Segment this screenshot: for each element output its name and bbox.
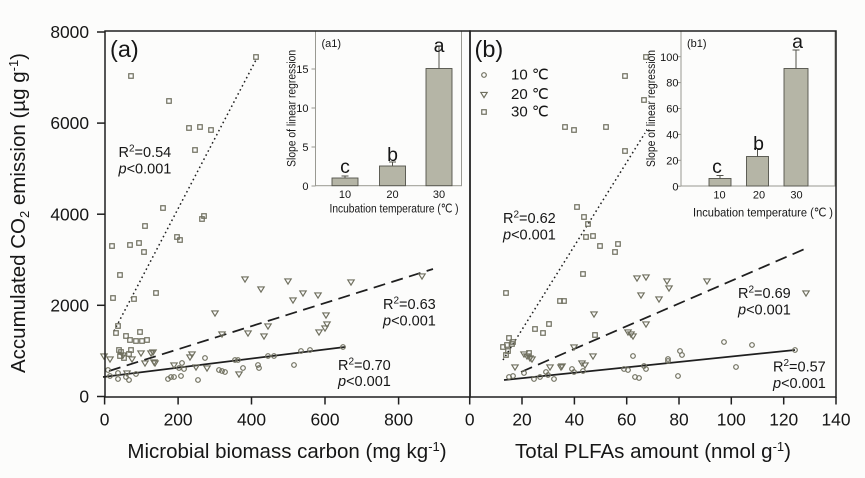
svg-text:p<0.001: p<0.001	[737, 303, 791, 319]
svg-text:15: 15	[296, 64, 308, 76]
svg-text:60: 60	[617, 410, 636, 430]
svg-text:20: 20	[386, 189, 398, 201]
svg-text:(a): (a)	[110, 36, 139, 62]
svg-text:100: 100	[660, 52, 678, 64]
svg-text:Incubation temperature (℃ ): Incubation temperature (℃ )	[693, 206, 833, 220]
svg-text:c: c	[712, 156, 722, 178]
svg-text:b: b	[753, 133, 764, 155]
svg-text:10: 10	[296, 103, 308, 115]
svg-text:p<0.001: p<0.001	[772, 376, 826, 392]
svg-text:b: b	[387, 144, 398, 166]
svg-text:Slope of linear regression: Slope of linear regression	[285, 50, 299, 167]
svg-text:140: 140	[821, 410, 850, 430]
svg-text:0: 0	[672, 181, 678, 193]
svg-text:(b1): (b1)	[687, 38, 707, 50]
svg-text:R2=0.57: R2=0.57	[773, 358, 826, 376]
svg-text:5: 5	[302, 142, 308, 154]
svg-text:200: 200	[164, 410, 193, 430]
svg-text:80: 80	[666, 78, 678, 90]
svg-text:10: 10	[713, 190, 725, 202]
svg-text:p<0.001: p<0.001	[382, 314, 436, 330]
svg-text:30: 30	[433, 189, 445, 201]
svg-text:0: 0	[100, 410, 110, 430]
svg-text:20: 20	[666, 155, 678, 167]
svg-text:a: a	[792, 31, 803, 53]
svg-text:(b): (b)	[475, 36, 504, 62]
svg-text:R2=0.54: R2=0.54	[119, 144, 172, 162]
svg-text:Slope of linear regression: Slope of linear regression	[644, 50, 658, 167]
svg-text:p<0.001: p<0.001	[337, 374, 391, 390]
svg-text:120: 120	[769, 410, 798, 430]
svg-text:a: a	[434, 35, 445, 57]
svg-text:0: 0	[79, 387, 89, 407]
svg-text:R2=0.69: R2=0.69	[738, 285, 791, 303]
svg-text:10: 10	[339, 189, 351, 201]
svg-text:Total PLFAs amount (nmol g-1): Total PLFAs amount (nmol g-1)	[515, 439, 791, 463]
svg-text:6000: 6000	[50, 113, 89, 133]
svg-text:4000: 4000	[50, 204, 89, 224]
svg-text:20: 20	[753, 190, 765, 202]
svg-text:20: 20	[512, 410, 531, 430]
svg-text:2000: 2000	[50, 295, 89, 315]
svg-text:400: 400	[237, 410, 266, 430]
svg-text:c: c	[340, 156, 350, 178]
svg-text:800: 800	[384, 410, 413, 430]
svg-text:0: 0	[465, 410, 475, 430]
svg-text:0: 0	[302, 181, 308, 193]
svg-text:8000: 8000	[50, 22, 89, 42]
svg-text:R2=0.63: R2=0.63	[383, 296, 436, 314]
svg-text:Incubation temperature (℃ ): Incubation temperature (℃ )	[330, 202, 459, 216]
svg-text:10 ℃: 10 ℃	[511, 67, 549, 84]
svg-text:Microbial biomass carbon (mg k: Microbial biomass carbon (mg kg-1)	[127, 439, 446, 463]
svg-text:40: 40	[565, 410, 584, 430]
svg-text:60: 60	[666, 104, 678, 116]
svg-text:(a1): (a1)	[322, 38, 342, 50]
svg-text:R2=0.70: R2=0.70	[338, 357, 391, 375]
svg-text:30 ℃: 30 ℃	[511, 104, 549, 121]
svg-text:100: 100	[717, 410, 746, 430]
svg-text:p<0.001: p<0.001	[502, 228, 556, 244]
svg-text:p<0.001: p<0.001	[118, 162, 172, 178]
svg-text:30: 30	[790, 190, 802, 202]
svg-text:40: 40	[666, 130, 678, 142]
svg-text:600: 600	[310, 410, 339, 430]
svg-text:80: 80	[669, 410, 688, 430]
svg-text:20 ℃: 20 ℃	[511, 86, 549, 103]
svg-text:R2=0.62: R2=0.62	[503, 210, 556, 228]
